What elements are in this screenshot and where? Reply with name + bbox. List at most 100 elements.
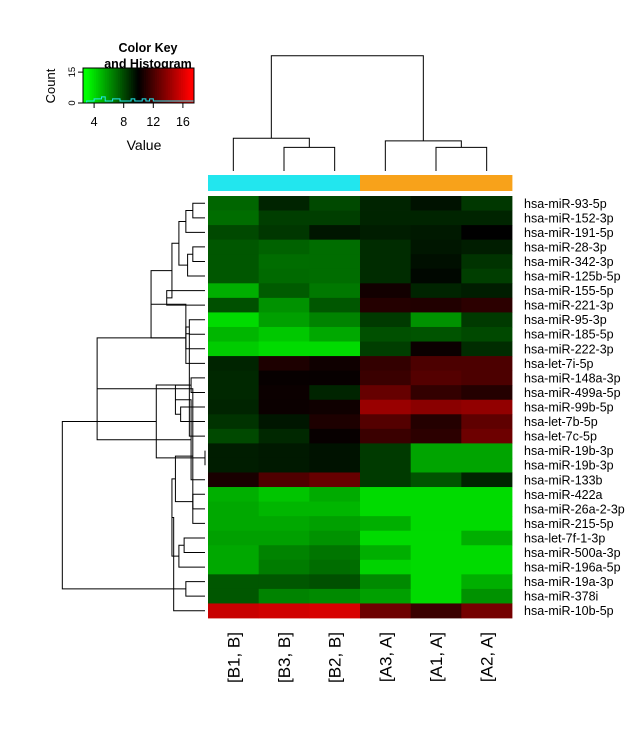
heatmap-cell — [208, 530, 260, 546]
row-label: hsa-miR-191-5p — [524, 226, 614, 240]
color-key-x-tick-label: 12 — [146, 115, 160, 129]
row-label: hsa-miR-500a-3p — [524, 546, 621, 560]
color-key-band — [162, 68, 165, 103]
heatmap-cell — [208, 225, 260, 241]
color-key-band — [144, 68, 147, 103]
heatmap-cell — [309, 283, 361, 299]
color-key-band — [105, 68, 108, 103]
color-key-y-axis: 0 15 — [67, 67, 84, 106]
color-key-band — [88, 68, 91, 103]
column-group-color — [208, 175, 260, 191]
color-key-band — [86, 68, 89, 103]
heatmap-cell — [208, 457, 260, 473]
heatmap-cell — [309, 443, 361, 459]
heatmap-cell — [360, 501, 412, 517]
heatmap-cell — [410, 530, 462, 546]
heatmap-cell — [258, 457, 310, 473]
column-label: [B1, B] — [224, 632, 243, 683]
color-key-band — [179, 68, 182, 103]
color-key-band — [147, 68, 150, 103]
row-label: hsa-miR-133b — [524, 473, 603, 487]
heatmap-cell — [410, 385, 462, 401]
dendrogram-branch — [270, 55, 424, 141]
heatmap-cell — [410, 326, 462, 342]
heatmap-cell — [360, 210, 412, 226]
row-label: hsa-miR-185-5p — [524, 328, 614, 342]
heatmap-cell — [410, 516, 462, 532]
heatmap-cell — [208, 428, 260, 444]
row-label: hsa-miR-95-3p — [524, 313, 607, 327]
column-label: [A3, A] — [376, 632, 395, 682]
heatmap-cell — [410, 341, 462, 357]
heatmap-cell — [309, 210, 361, 226]
color-key-x-tick-label: 4 — [91, 115, 98, 129]
color-key-band — [118, 68, 121, 103]
heatmap-cell — [461, 443, 513, 459]
heatmap-cell — [208, 210, 260, 226]
heatmap-cell — [309, 588, 361, 604]
heatmap-cell — [258, 385, 310, 401]
dendrogram-branch — [166, 290, 205, 306]
row-label: hsa-miR-19b-3p — [524, 444, 614, 458]
heatmap-cell — [360, 545, 412, 561]
heatmap-cell — [461, 574, 513, 590]
heatmap-cell — [208, 559, 260, 575]
heatmap-cell — [360, 603, 412, 619]
color-key-band — [158, 68, 162, 103]
heatmap-cell — [309, 225, 361, 241]
color-key-band — [84, 68, 88, 103]
column-side-colors — [208, 175, 513, 191]
heatmap-cell — [360, 414, 412, 430]
heatmap-cell — [360, 370, 412, 386]
color-key-band — [110, 68, 113, 103]
dendrogram-branch — [188, 319, 205, 335]
heatmap-cell — [461, 559, 513, 575]
heatmap-cell — [461, 501, 513, 517]
dendrogram-branch — [192, 246, 205, 262]
color-key: Color Key and Histogram 4 8 12 16 015 Value… — [43, 41, 195, 153]
heatmap-cell — [258, 501, 310, 517]
color-key-band — [166, 68, 169, 103]
heatmap-cell — [461, 254, 513, 270]
color-key-band — [188, 68, 191, 103]
heatmap-cell — [360, 326, 412, 342]
heatmap-cell — [258, 516, 310, 532]
heatmap-cell — [410, 225, 462, 241]
heatmap-cell — [258, 414, 310, 430]
heatmap-cell — [461, 428, 513, 444]
heatmap-cell — [461, 356, 513, 372]
heatmap-cell — [258, 603, 310, 619]
heatmap-cell — [461, 487, 513, 502]
heatmap-cell — [461, 414, 513, 430]
heatmap-cell — [208, 472, 260, 488]
heatmap-cell — [208, 603, 260, 619]
heatmap-cells — [208, 196, 513, 619]
heatmap-cell — [309, 268, 361, 284]
heatmap-cell — [258, 428, 310, 444]
column-group-color — [461, 175, 513, 191]
color-key-band — [123, 68, 126, 103]
color-key-band — [182, 68, 186, 103]
color-key-band — [164, 68, 167, 103]
color-key-band — [169, 68, 173, 103]
heatmap-cell — [208, 399, 260, 415]
heatmap-cell — [360, 254, 412, 270]
heatmap-cell — [208, 341, 260, 357]
row-label: hsa-miR-19a-3p — [524, 575, 614, 589]
color-key-band — [99, 68, 102, 103]
heatmap-cell — [461, 283, 513, 299]
color-key-band — [151, 68, 154, 103]
heatmap-cell — [258, 487, 310, 502]
heatmap-cell — [258, 399, 310, 415]
column-dendrogram — [232, 55, 488, 171]
color-key-band — [114, 68, 117, 103]
column-group-color — [410, 175, 462, 191]
heatmap-cell — [258, 326, 310, 342]
heatmap-cell — [360, 399, 412, 415]
heatmap-cell — [309, 428, 361, 444]
dendrogram-branch — [187, 253, 205, 277]
heatmap-cell — [360, 225, 412, 241]
color-key-band — [132, 68, 136, 103]
row-label: hsa-miR-10b-5p — [524, 604, 614, 618]
color-key-band — [157, 68, 160, 103]
